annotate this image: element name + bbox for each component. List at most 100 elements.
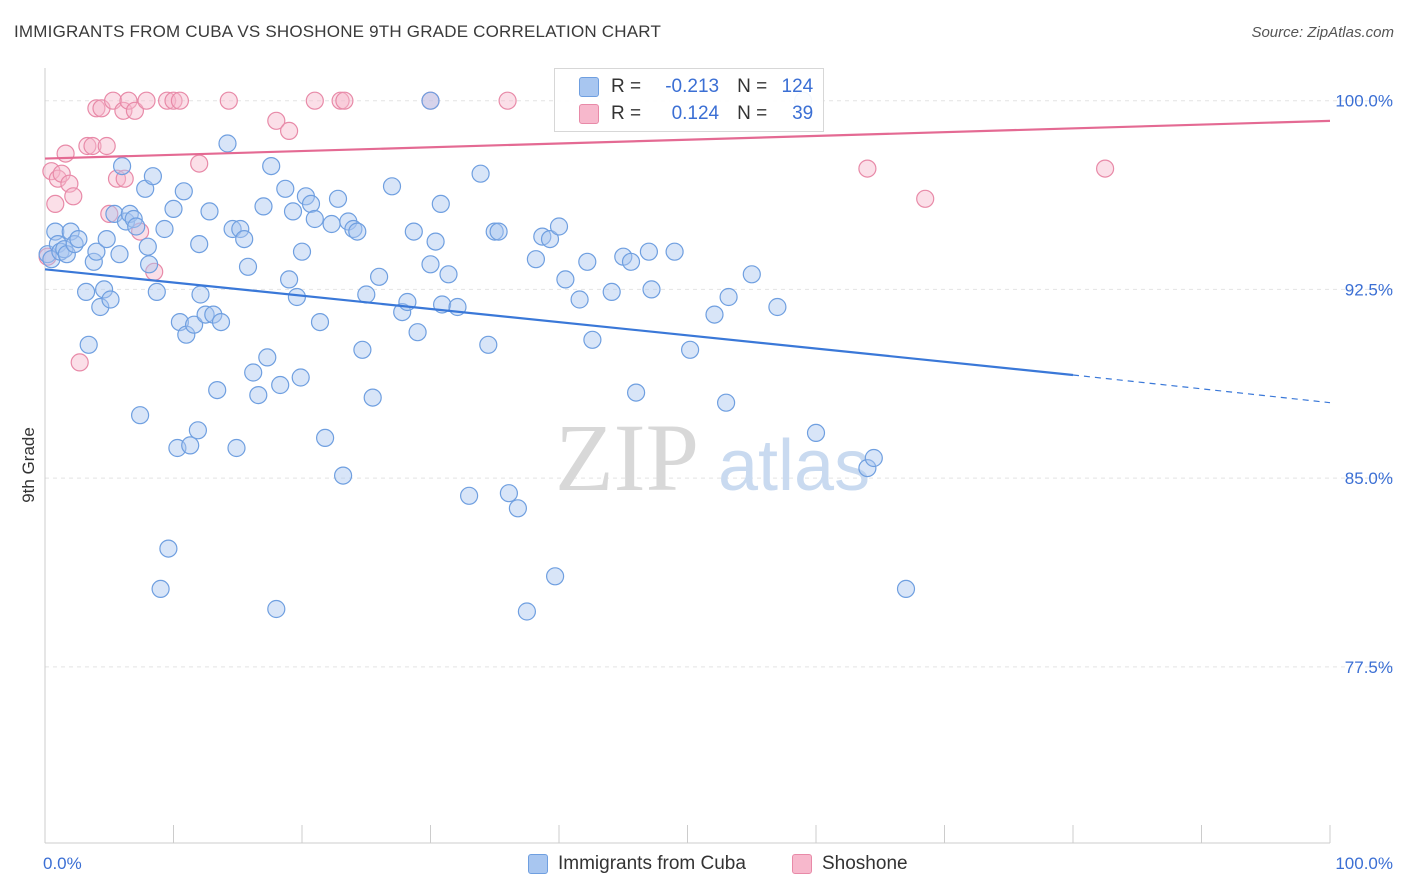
data-point [52,164,71,183]
data-point [97,136,116,156]
data-point [382,177,402,196]
data-point [87,242,106,261]
data-point [78,136,97,156]
legend-r-value: -0.213 [665,76,720,97]
data-point [64,187,83,206]
data-point [185,315,204,334]
data-point [280,270,299,289]
data-point [124,209,143,229]
data-point [426,232,445,251]
data-point [292,242,312,261]
y-axis-label: 9th Grade [19,427,38,503]
data-point [191,285,210,304]
data-point [283,202,303,221]
data-point [235,230,254,249]
data-point [404,222,423,241]
bottom-legend-cuba[interactable]: Immigrants from Cuba [528,852,746,876]
data-point [223,219,242,239]
y-tick-label: 77.5% [1345,658,1393,677]
data-point [768,297,787,317]
watermark-zip: ZIP [555,404,699,511]
bottom-legend-shoshone[interactable]: Shoshone [792,852,908,876]
data-point [301,194,321,213]
data-point [896,579,916,599]
data-point [540,230,560,249]
x-tick-label: 0.0% [43,854,82,873]
legend-row-cuba: R = -0.213 N = 124 [579,75,813,99]
data-point [204,305,223,324]
data-point [665,242,684,261]
data-point [363,388,382,407]
data-point [626,383,646,402]
correlation-legend: R = -0.213 N = 124 R = 0.124 N = 39 [554,68,824,132]
data-point [348,222,367,241]
data-point [170,91,189,110]
data-point [143,167,162,186]
data-point [119,91,138,110]
trend-line-extension [1072,374,1331,404]
legend-row-shoshone: R = 0.124 N = 39 [579,102,813,126]
data-point [131,406,150,425]
data-point [87,99,106,118]
data-point [305,209,324,229]
data-point [479,335,498,354]
data-point [127,217,146,236]
y-tick-label: 100.0% [1335,92,1393,111]
bottom-legend-label-cuba: Immigrants from Cuba [558,853,746,874]
data-point [137,91,156,110]
data-point [147,282,166,301]
data-point [716,393,736,412]
data-point [499,484,518,503]
data-point [719,287,738,307]
data-point [79,335,98,354]
series-cuba-points [38,91,916,621]
data-point [158,91,177,110]
source-label: Source: ZipAtlas.com [1251,24,1394,41]
data-point [174,182,193,201]
data-point [310,313,330,332]
data-point [316,428,335,447]
data-point [159,539,178,558]
data-point [806,423,826,442]
data-point [69,230,88,249]
data-point [190,154,209,173]
bottom-legend-swatch-cuba [528,854,548,874]
data-point [602,282,621,301]
data-point [231,219,250,239]
data-point [393,303,412,322]
data-point [489,222,508,241]
data-point [705,305,724,324]
data-point [583,330,602,349]
data-point [485,222,504,241]
data-point [639,242,659,261]
data-point [112,157,132,176]
data-point [498,91,517,110]
data-point [460,486,479,505]
legend-r-value: 0.124 [671,103,720,124]
data-point [55,240,74,259]
data-point [916,189,935,208]
data-point [91,297,110,317]
data-point [249,386,268,405]
bottom-legend-swatch-shoshone [792,854,812,874]
watermark: ZIP atlas [555,404,870,511]
data-point [83,136,102,156]
data-point [742,265,761,284]
data-point [858,459,877,478]
data-point [76,282,96,301]
data-point [254,197,273,216]
data-point [188,421,207,440]
data-point [508,499,528,518]
y-tick-labels: 100.0% 92.5% 85.0% 77.5% [1335,92,1393,677]
data-point [322,214,341,234]
data-point [164,91,183,110]
data-point [218,134,237,153]
data-point [125,101,144,120]
data-point [190,235,209,254]
data-point [335,91,354,110]
y-tick-label: 85.0% [1345,469,1393,488]
legend-n-label: N = [737,76,768,97]
legend-swatch-cuba [579,77,599,97]
legend-swatch-shoshone [579,104,599,124]
